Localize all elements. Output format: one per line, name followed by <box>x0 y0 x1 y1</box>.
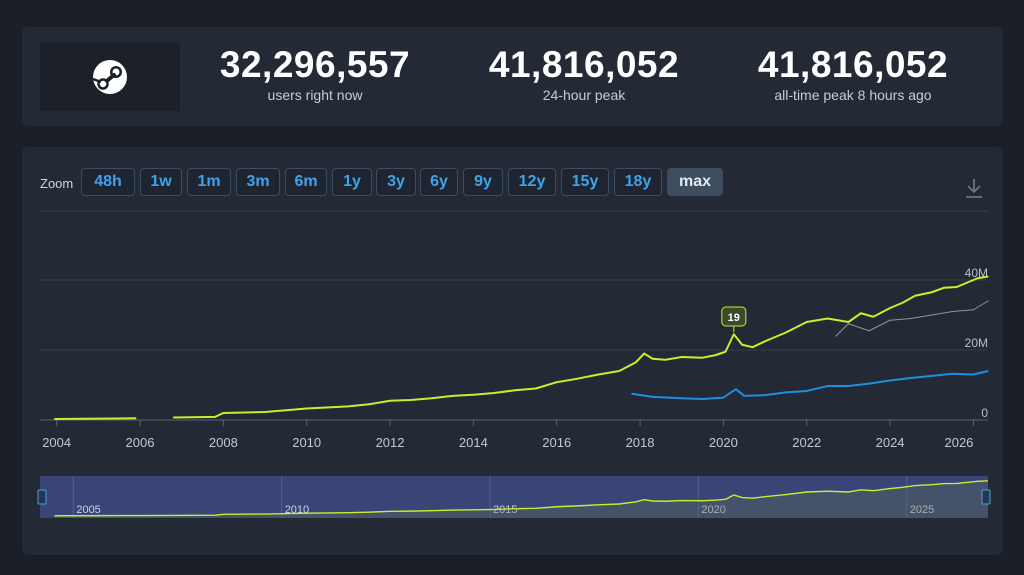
peak-24h-stat: 41,816,052 24-hour peak <box>469 45 699 104</box>
zoom-max-button[interactable]: max <box>667 168 723 196</box>
zoom-label: Zoom <box>40 176 74 191</box>
zoom-12y-button[interactable]: 12y <box>508 168 556 196</box>
zoom-6y-button[interactable]: 6y <box>420 168 458 196</box>
all-time-peak-stat: 41,816,052 all-time peak 8 hours ago <box>738 45 968 104</box>
zoom-9y-button[interactable]: 9y <box>463 168 503 196</box>
current-users-stat: 32,296,557 users right now <box>200 45 430 104</box>
download-button[interactable] <box>964 177 984 204</box>
all-time-peak-label: all-time peak 8 hours ago <box>774 87 932 103</box>
zoom-1y-button[interactable]: 1y <box>332 168 372 196</box>
current-users-value: 32,296,557 <box>219 44 411 85</box>
zoom-6m-button[interactable]: 6m <box>285 168 327 196</box>
peak-24h-label: 24-hour peak <box>542 87 626 103</box>
zoom-3m-button[interactable]: 3m <box>236 168 280 196</box>
stats-bar: 32,296,557 users right now 41,816,052 24… <box>22 27 1003 126</box>
current-users-label: users right now <box>267 87 363 103</box>
zoom-18y-button[interactable]: 18y <box>614 168 662 196</box>
zoom-1m-button[interactable]: 1m <box>187 168 231 196</box>
download-icon <box>966 179 982 198</box>
logo-box <box>40 43 180 111</box>
all-time-peak-value: 41,816,052 <box>757 44 949 85</box>
steam-logo-icon <box>92 60 127 94</box>
peak-24h-value: 41,816,052 <box>488 44 680 85</box>
zoom-1w-button[interactable]: 1w <box>140 168 182 196</box>
chart-panel: Zoom 48h 1w 1m 3m 6m 1y 3y 6y 9y 12y 15y… <box>22 147 1003 555</box>
zoom-3y-button[interactable]: 3y <box>376 168 416 196</box>
zoom-48h-button[interactable]: 48h <box>81 168 135 196</box>
zoom-15y-button[interactable]: 15y <box>561 168 609 196</box>
